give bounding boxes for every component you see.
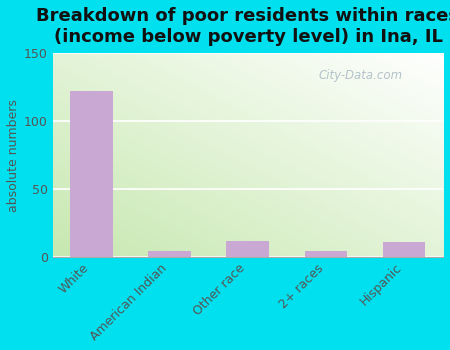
Bar: [70, 91, 113, 257]
Bar: [226, 241, 270, 257]
Bar: [148, 251, 191, 257]
Y-axis label: absolute numbers: absolute numbers: [7, 99, 20, 211]
Title: Breakdown of poor residents within races
(income below poverty level) in Ina, IL: Breakdown of poor residents within races…: [36, 7, 450, 46]
Bar: [382, 243, 426, 257]
Text: City-Data.com: City-Data.com: [318, 69, 402, 82]
Bar: [305, 251, 347, 257]
